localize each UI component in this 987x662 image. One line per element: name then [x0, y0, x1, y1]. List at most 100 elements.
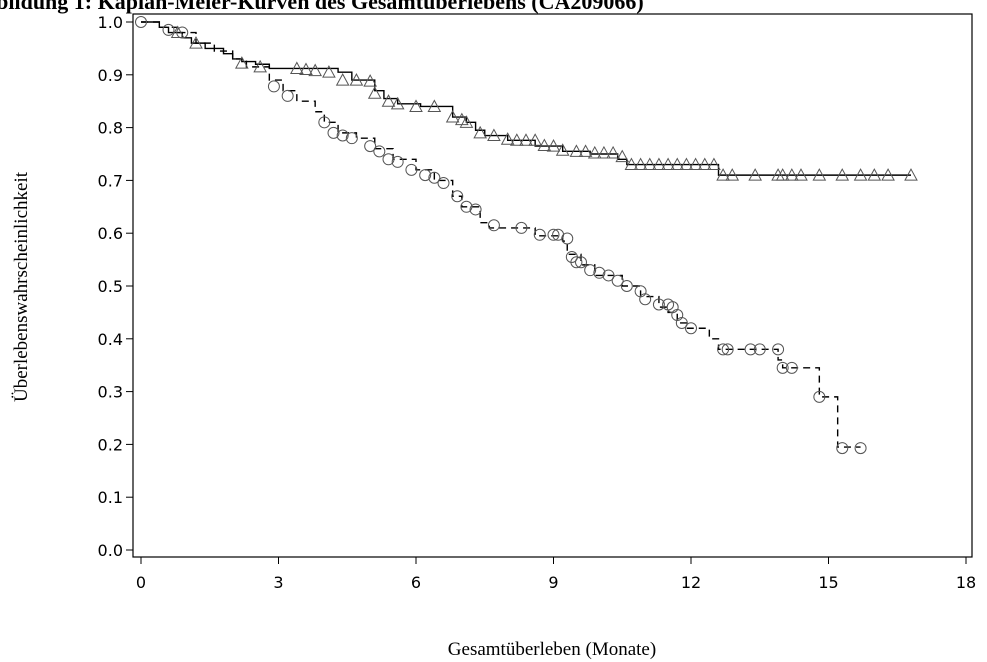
censor-triangle-marker	[597, 145, 611, 159]
y-tick-label: 0.4	[98, 330, 123, 349]
censor-circle-marker	[620, 280, 633, 292]
censor-triangle-marker	[775, 168, 790, 181]
censor-triangle-marker	[904, 168, 918, 181]
censor-triangle-marker	[606, 145, 620, 159]
censor-circle-marker	[561, 232, 574, 245]
survival-curves	[141, 21, 911, 448]
censor-triangle-marker	[587, 145, 602, 159]
censor-circle-marker	[611, 274, 624, 287]
y-tick-label: 0.1	[98, 488, 123, 507]
censor-circle-marker	[336, 129, 349, 142]
censor-circle-marker	[547, 228, 560, 241]
censor-triangle-marker	[234, 56, 249, 69]
censor-triangle-marker	[652, 157, 666, 171]
censor-triangle-marker	[445, 109, 460, 123]
censor-triangle-marker	[569, 144, 584, 157]
censor-circle-marker	[391, 155, 404, 168]
censor-triangle-marker	[381, 94, 396, 107]
censor-triangle-marker	[322, 65, 336, 78]
censor-circle-marker	[405, 163, 418, 176]
y-tick-label: 0.9	[98, 66, 123, 85]
censor-circle-marker	[469, 203, 482, 216]
censor-circle-marker	[533, 228, 546, 241]
x-axis-label: Gesamtüberleben (Monate)	[448, 639, 656, 660]
censor-triangle-marker	[253, 59, 268, 73]
censor-triangle-marker	[189, 36, 203, 49]
censor-markers	[135, 16, 918, 455]
censor-triangle-marker	[707, 157, 721, 171]
censor-triangle-marker	[812, 168, 827, 181]
censor-triangle-marker	[299, 62, 313, 76]
censor-triangle-marker	[509, 133, 524, 146]
y-tick-label: 0.6	[98, 224, 123, 243]
censor-triangle-marker	[642, 157, 657, 171]
censor-circle-marker	[785, 361, 798, 374]
censor-triangle-marker	[867, 168, 882, 181]
censor-triangle-marker	[853, 168, 868, 181]
censor-triangle-marker	[427, 99, 442, 112]
censor-circle-marker	[373, 145, 386, 158]
censor-triangle-marker	[624, 157, 639, 171]
censor-triangle-marker	[289, 61, 304, 74]
censor-circle-marker	[675, 316, 688, 329]
censor-circle-marker	[685, 322, 697, 335]
censor-circle-marker	[345, 132, 358, 145]
censor-triangle-marker	[881, 168, 895, 181]
censor-circle-marker	[772, 343, 785, 356]
censor-triangle-marker	[688, 157, 703, 171]
censor-triangle-marker	[697, 157, 712, 171]
censor-circle-marker	[135, 16, 147, 28]
censor-circle-marker	[428, 171, 441, 184]
x-tick-label: 3	[273, 573, 283, 592]
censor-triangle-marker	[679, 157, 694, 171]
censor-circle-marker	[570, 256, 583, 269]
censor-triangle-marker	[473, 125, 488, 139]
censor-circle-marker	[460, 200, 473, 213]
censor-circle-marker	[744, 343, 757, 356]
censor-circle-marker	[602, 269, 615, 282]
censor-circle-marker	[487, 219, 500, 232]
censor-triangle-marker	[459, 115, 474, 128]
axis-ticks: 0 3 6 9 12 15 18 0.0 0.1 0.2 0.3 0.4 0.5 0.6 0.7 0.8 0.9…	[98, 13, 977, 592]
censor-circle-marker	[267, 80, 280, 93]
y-tick-label: 0.8	[98, 119, 123, 138]
censor-circle-marker	[836, 442, 849, 455]
censor-triangle-marker	[794, 168, 808, 181]
censor-circle-marker	[813, 390, 826, 403]
y-tick-label: 0.3	[98, 383, 123, 402]
censor-circle-marker	[575, 256, 587, 269]
y-tick-label: 0.0	[98, 541, 123, 560]
x-tick-label: 15	[818, 573, 838, 592]
censor-circle-marker	[776, 361, 789, 374]
x-tick-label: 12	[681, 573, 701, 592]
censor-circle-marker	[753, 343, 766, 356]
censor-triangle-marker	[615, 149, 630, 163]
y-tick-label: 0.5	[98, 277, 123, 296]
censor-circle-marker	[721, 343, 734, 356]
censor-circle-marker	[176, 26, 189, 39]
y-tick-label: 1.0	[98, 13, 123, 32]
censor-circle-marker	[584, 264, 597, 277]
censor-circle-marker	[364, 140, 377, 153]
x-tick-label: 9	[548, 573, 558, 592]
x-tick-label: 6	[411, 573, 421, 592]
censor-circle-marker	[419, 169, 432, 182]
censor-triangle-marker	[170, 25, 185, 39]
censor-circle-marker	[162, 23, 175, 36]
censor-triangle-marker	[363, 74, 378, 87]
censor-circle-marker	[327, 126, 340, 139]
censor-triangle-marker	[335, 73, 350, 86]
censor-triangle-marker	[349, 73, 364, 86]
censor-triangle-marker	[555, 143, 570, 156]
censor-triangle-marker	[528, 133, 543, 146]
censor-triangle-marker	[670, 157, 685, 171]
censor-triangle-marker	[716, 168, 730, 181]
censor-triangle-marker	[519, 133, 533, 146]
chart-title: Abbildung 1: Kaplan-Meier-Kurven des Ges…	[0, 0, 644, 14]
censor-triangle-marker	[725, 168, 740, 181]
censor-circle-marker	[382, 153, 395, 166]
censor-circle-marker	[515, 221, 528, 234]
censor-triangle-marker	[500, 132, 515, 145]
censor-triangle-marker	[633, 157, 648, 171]
